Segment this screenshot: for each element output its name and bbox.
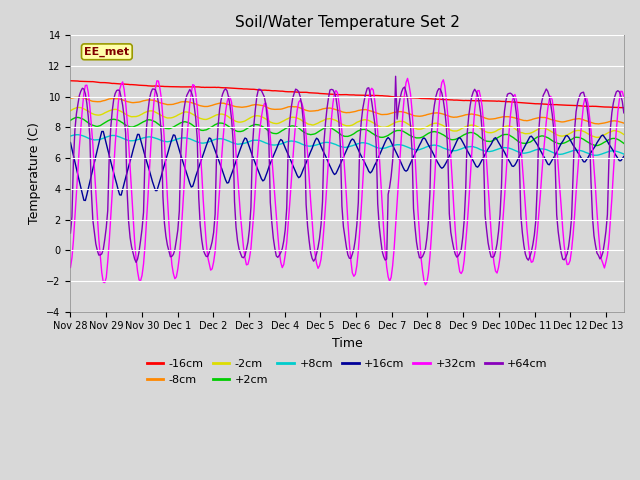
-8cm xyxy=(474,112,481,118)
-16cm xyxy=(253,87,260,93)
Line: +16cm: +16cm xyxy=(70,132,624,201)
-8cm xyxy=(138,98,146,104)
+2cm xyxy=(350,131,358,137)
-16cm xyxy=(472,98,480,104)
+16cm xyxy=(476,163,483,168)
+2cm xyxy=(74,115,82,120)
+32cm xyxy=(404,75,412,81)
Legend: -16cm, -8cm, -2cm, +2cm, +8cm, +16cm, +32cm, +64cm: -16cm, -8cm, -2cm, +2cm, +8cm, +16cm, +3… xyxy=(142,355,552,389)
+32cm xyxy=(157,96,165,102)
+16cm xyxy=(140,148,147,154)
+32cm xyxy=(349,270,356,276)
+64cm xyxy=(620,110,628,116)
-16cm xyxy=(157,84,165,89)
+16cm xyxy=(611,151,619,156)
+64cm xyxy=(611,94,619,99)
X-axis label: Time: Time xyxy=(332,337,362,350)
+8cm xyxy=(611,148,619,154)
-2cm xyxy=(611,128,619,133)
+8cm xyxy=(74,132,82,138)
+16cm xyxy=(99,129,107,134)
+2cm xyxy=(159,124,167,130)
-8cm xyxy=(159,101,167,107)
+2cm xyxy=(255,122,262,128)
+16cm xyxy=(67,140,74,145)
+64cm xyxy=(255,86,262,92)
+32cm xyxy=(422,282,429,288)
-2cm xyxy=(255,113,262,119)
Line: -16cm: -16cm xyxy=(70,81,624,108)
Line: +32cm: +32cm xyxy=(70,78,624,285)
+32cm xyxy=(620,95,628,100)
+64cm xyxy=(132,260,140,265)
+64cm xyxy=(138,226,146,232)
+64cm xyxy=(350,246,358,252)
Line: +8cm: +8cm xyxy=(70,135,624,155)
+2cm xyxy=(593,143,601,148)
+2cm xyxy=(620,141,628,146)
+32cm xyxy=(137,278,145,284)
-2cm xyxy=(67,108,74,114)
-8cm xyxy=(350,109,358,115)
+8cm xyxy=(138,135,146,141)
-2cm xyxy=(159,113,167,119)
+64cm xyxy=(392,73,399,79)
Title: Soil/Water Temperature Set 2: Soil/Water Temperature Set 2 xyxy=(235,15,460,30)
+64cm xyxy=(476,100,483,106)
+16cm xyxy=(81,198,89,204)
Text: EE_met: EE_met xyxy=(84,47,129,57)
+2cm xyxy=(138,120,146,125)
+8cm xyxy=(620,151,628,157)
+8cm xyxy=(350,142,358,148)
-8cm xyxy=(255,102,262,108)
-8cm xyxy=(67,96,74,101)
-2cm xyxy=(593,134,601,140)
+8cm xyxy=(159,138,167,144)
-2cm xyxy=(350,121,358,127)
-16cm xyxy=(349,92,356,98)
+16cm xyxy=(161,162,168,168)
+8cm xyxy=(67,133,74,139)
-8cm xyxy=(595,121,602,127)
+64cm xyxy=(67,230,74,236)
+16cm xyxy=(620,154,628,159)
+8cm xyxy=(591,152,599,158)
+32cm xyxy=(253,160,260,166)
-2cm xyxy=(138,111,146,117)
-16cm xyxy=(620,105,628,110)
+32cm xyxy=(67,264,74,270)
Y-axis label: Temperature (C): Temperature (C) xyxy=(28,122,41,225)
-2cm xyxy=(474,124,481,130)
+32cm xyxy=(476,88,483,94)
+2cm xyxy=(67,118,74,123)
+64cm xyxy=(159,194,167,200)
+2cm xyxy=(611,136,619,142)
+16cm xyxy=(351,140,359,146)
-2cm xyxy=(74,105,82,110)
-8cm xyxy=(620,120,628,126)
+2cm xyxy=(474,132,481,138)
Line: -8cm: -8cm xyxy=(70,97,624,124)
+32cm xyxy=(611,147,619,153)
-16cm xyxy=(137,83,145,88)
+8cm xyxy=(474,145,481,151)
-16cm xyxy=(67,78,74,84)
+16cm xyxy=(256,172,264,178)
-8cm xyxy=(611,118,619,124)
Line: -2cm: -2cm xyxy=(70,108,624,137)
Line: +64cm: +64cm xyxy=(70,76,624,263)
-16cm xyxy=(608,104,616,110)
Line: +2cm: +2cm xyxy=(70,118,624,145)
-8cm xyxy=(74,95,82,100)
-2cm xyxy=(620,132,628,137)
+8cm xyxy=(255,137,262,143)
